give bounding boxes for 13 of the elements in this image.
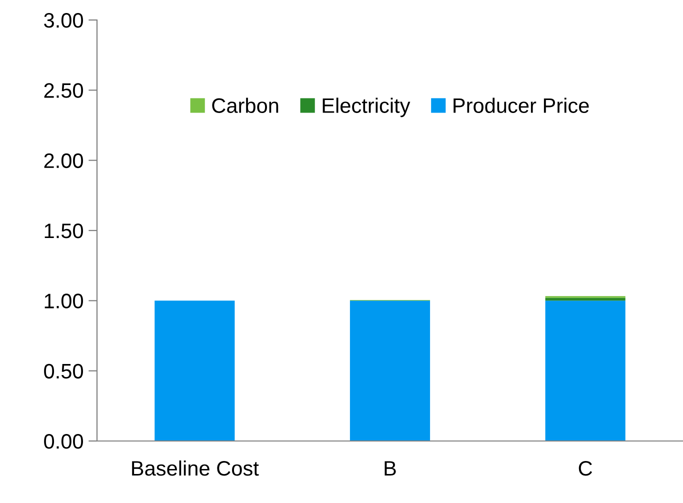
y-tick-label: 1.00 (44, 294, 83, 308)
x-tick-label: B (384, 461, 396, 476)
legend-label: Electricity (322, 98, 410, 118)
y-tick-label: 3.00 (44, 13, 83, 28)
y-tick-label: 0.00 (44, 434, 83, 449)
x-tick-label: Baseline Cost (132, 460, 259, 476)
x-tick-label: C (578, 460, 592, 476)
y-tick-label: 2.50 (44, 83, 83, 98)
y-tick-label: 0.50 (44, 364, 83, 379)
legend-label: Carbon (212, 98, 278, 113)
legend-label: Producer Price (454, 98, 589, 113)
y-tick-label: 2.00 (44, 153, 83, 168)
y-tick-label: 1.50 (44, 224, 83, 238)
